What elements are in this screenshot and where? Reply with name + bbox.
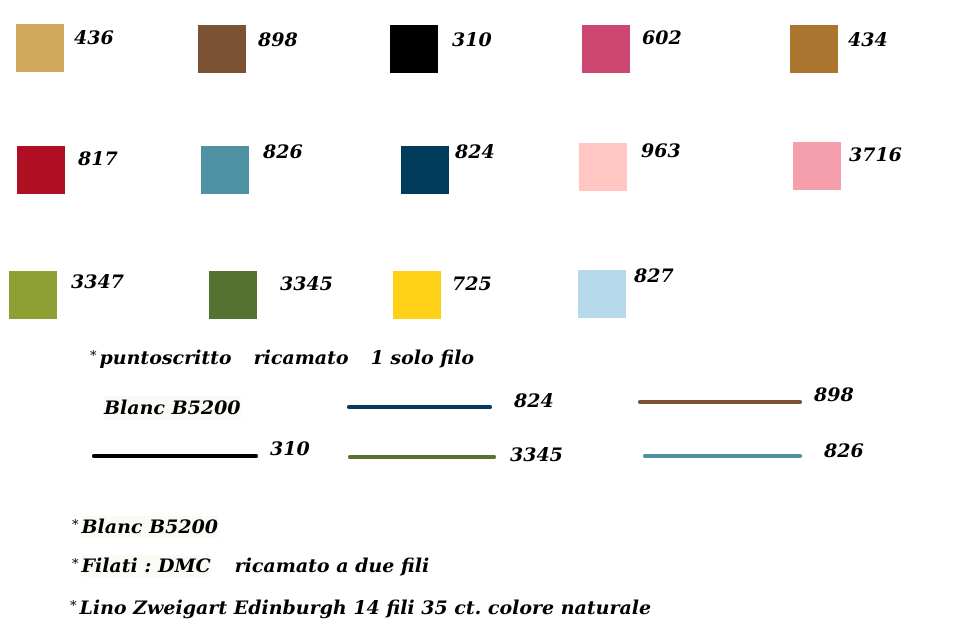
swatch-963 — [579, 143, 627, 191]
code-827: 827 — [634, 265, 674, 287]
swatch-3716 — [793, 142, 841, 190]
backstitch-blanc-label: Blanc B5200 — [104, 396, 241, 420]
star-mark: * — [72, 518, 79, 533]
swatch-310 — [390, 25, 438, 73]
code-824: 824 — [455, 141, 495, 163]
note-blanc: * Blanc B5200 — [72, 514, 219, 539]
note-blanc-text: Blanc B5200 — [81, 516, 219, 538]
star-mark: * — [70, 599, 77, 614]
backstitch-line-824 — [347, 405, 492, 409]
note-lino: * Lino Zweigart Edinburgh 14 fili 35 ct. … — [70, 595, 651, 620]
swatch-824 — [401, 146, 449, 194]
code-436: 436 — [74, 27, 114, 49]
swatch-3345 — [209, 271, 257, 319]
backstitch-code-824: 824 — [514, 390, 554, 412]
note-filati-text: Filati : DMC — [81, 555, 211, 577]
code-3347: 3347 — [71, 271, 124, 293]
code-310: 310 — [452, 29, 492, 51]
swatch-826 — [201, 146, 249, 194]
code-826: 826 — [263, 141, 303, 163]
backstitch-code-310: 310 — [270, 438, 310, 460]
note-lino-text: Lino Zweigart Edinburgh 14 fili 35 ct. c… — [79, 597, 652, 619]
backstitch-word-filo: 1 solo filo — [370, 347, 474, 369]
backstitch-word-ricamato: ricamato — [253, 347, 349, 369]
swatch-434 — [790, 25, 838, 73]
swatch-827 — [578, 270, 626, 318]
backstitch-code-3345: 3345 — [510, 444, 563, 466]
swatch-725 — [393, 271, 441, 319]
code-817: 817 — [78, 148, 118, 170]
star-mark: * — [90, 349, 97, 364]
code-3716: 3716 — [849, 144, 902, 166]
code-3345: 3345 — [280, 273, 333, 295]
code-898: 898 — [258, 29, 298, 51]
code-602: 602 — [642, 27, 682, 49]
swatch-898 — [198, 25, 246, 73]
code-434: 434 — [848, 29, 888, 51]
code-963: 963 — [641, 140, 681, 162]
backstitch-line-3345 — [348, 455, 496, 459]
backstitch-line-898 — [638, 400, 802, 404]
backstitch-line-826 — [643, 454, 802, 458]
backstitch-code-826: 826 — [824, 440, 864, 462]
backstitch-code-898: 898 — [814, 384, 854, 406]
star-mark: * — [72, 557, 79, 572]
swatch-3347 — [9, 271, 57, 319]
swatch-602 — [582, 25, 630, 73]
swatch-436 — [16, 24, 64, 72]
swatch-817 — [17, 146, 65, 194]
backstitch-word-puntoscritto: puntoscritto — [99, 347, 232, 369]
backstitch-heading: * puntoscritto ricamato 1 solo filo — [90, 345, 474, 370]
code-725: 725 — [452, 273, 492, 295]
backstitch-line-310 — [92, 454, 258, 458]
note-filati-suffix: ricamato a due fili — [234, 555, 430, 577]
note-filati: * Filati : DMC ricamato a due fili — [72, 553, 429, 578]
